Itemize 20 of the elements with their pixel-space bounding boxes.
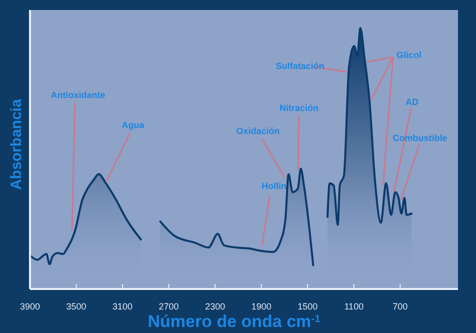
annotation: Glicol [396, 50, 422, 60]
annotation: Nitración [279, 103, 319, 113]
x-tick-label: 700 [392, 302, 408, 312]
x-tick-label: 1900 [251, 302, 272, 312]
annotation: Hollin [262, 181, 286, 191]
y-axis-title: Absorbancia [8, 98, 25, 190]
x-tick-label: 3100 [112, 302, 133, 312]
x-tick-label: 2700 [158, 302, 179, 312]
x-tick-label: 3500 [66, 302, 86, 312]
annotation: Oxidación [236, 126, 280, 136]
x-tick-label: 3900 [20, 302, 40, 312]
annotation: Sulfatación [276, 61, 324, 71]
x-tick-label: 1100 [344, 302, 364, 312]
annotation: AD [406, 97, 419, 107]
x-axis-title: Número de onda cm$^{-1}$ [148, 312, 321, 331]
annotation: Agua [122, 120, 146, 130]
x-tick-label: 2300 [205, 302, 226, 312]
x-tick-label: 1500 [298, 302, 318, 312]
annotation: Antioxidante [50, 90, 106, 100]
annotation: Combustible [392, 133, 448, 143]
